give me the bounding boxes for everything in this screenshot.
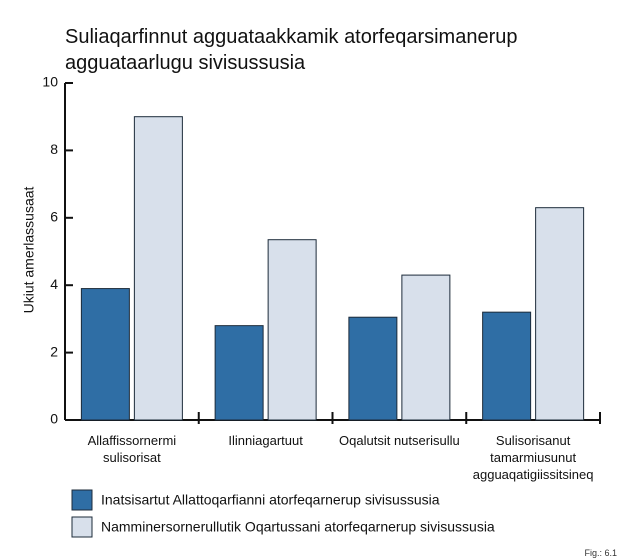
bar — [267, 239, 317, 421]
legend-swatch — [71, 489, 93, 511]
y-tick-label: 0 — [50, 411, 58, 427]
chart-title: Suliaqarfinnut agguataakkamik atorfeqars… — [65, 26, 518, 74]
y-axis-label: Ukiut amerlassusaat — [21, 186, 37, 313]
y-tick-label: 6 — [50, 209, 58, 225]
bar — [80, 288, 130, 421]
legend-label: Namminersornerullutik Oqartussani atorfe… — [101, 519, 495, 535]
y-tick-label: 4 — [50, 276, 58, 292]
bar — [535, 207, 585, 421]
legend-label: Inatsisartut Allattoqarfianni atorfeqarn… — [101, 492, 440, 508]
x-tick-label: Oqalutsit nutserisullu — [339, 433, 460, 448]
x-tick-label: Sulisorisanut tamarmiusunut agguaqatigii… — [472, 433, 594, 482]
figure-note: Fig.: 6.1 — [584, 548, 617, 558]
y-tick-label: 2 — [50, 343, 58, 359]
x-tick-label: Ilinniagartuut — [228, 433, 303, 448]
bar — [482, 311, 532, 421]
y-tick-label: 8 — [50, 141, 58, 157]
bar — [214, 325, 264, 421]
y-tick-label: 10 — [42, 74, 58, 90]
legend-swatch — [71, 516, 93, 538]
bar — [133, 116, 183, 421]
bar — [401, 274, 451, 421]
bar — [348, 316, 398, 421]
x-tick-label: Allaffissornermi sulisorisat — [87, 433, 177, 465]
